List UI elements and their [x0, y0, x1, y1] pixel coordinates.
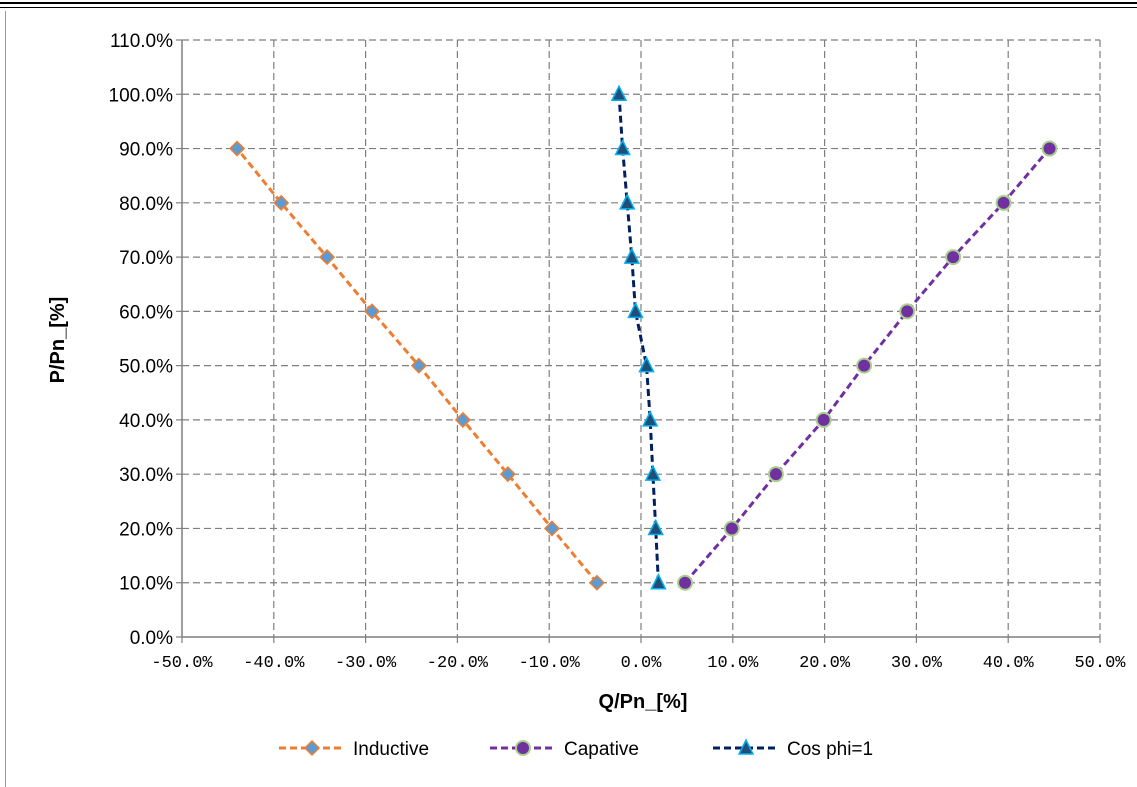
- data-point: [723, 520, 740, 537]
- data-point: [273, 194, 290, 211]
- y-tick-label: 30.0%: [119, 465, 173, 486]
- x-tick-label: -20.0%: [427, 654, 489, 673]
- y-tick-label: 70.0%: [119, 248, 173, 269]
- data-point: [767, 466, 784, 483]
- x-tick-label: -30.0%: [335, 654, 397, 673]
- x-tick-label: -50.0%: [151, 654, 213, 673]
- data-point: [610, 84, 628, 102]
- top-border-line: [0, 2, 1137, 4]
- y-tick-label: 50.0%: [119, 357, 173, 378]
- data-point: [899, 303, 916, 320]
- data-point: [638, 355, 655, 373]
- legend-marker: [515, 740, 531, 756]
- tick-labels: 0.0% 10.0% 20.0% 30.0% 40.0% 50.0% 60.0% 70.0% 8…: [109, 31, 1127, 673]
- data-point: [644, 464, 662, 481]
- data-point: [410, 357, 427, 374]
- y-tick-label: 60.0%: [119, 302, 173, 323]
- y-tick-label: 0.0%: [130, 628, 173, 649]
- legend-marker: [737, 738, 755, 755]
- series-1: [229, 140, 605, 591]
- y-tick-label: 20.0%: [119, 519, 173, 540]
- y-tick-label: 100.0%: [109, 85, 174, 106]
- data-point: [229, 140, 246, 157]
- data-point: [623, 247, 641, 264]
- data-point: [614, 138, 631, 156]
- series-2: [677, 140, 1058, 591]
- legend-item: Capative: [490, 739, 639, 760]
- x-tick-label: 10.0%: [707, 654, 759, 673]
- data-point: [815, 411, 832, 428]
- x-tick-label: -40.0%: [243, 654, 305, 673]
- data-point: [641, 410, 659, 427]
- y-tick-label: 80.0%: [119, 194, 173, 215]
- x-axis-title: Q/Pn_[%]: [599, 691, 688, 713]
- axes: [176, 39, 1101, 643]
- x-tick-label: 50.0%: [1074, 654, 1126, 673]
- y-tick-label: 10.0%: [119, 574, 173, 595]
- data-point: [647, 518, 664, 536]
- grid: [182, 39, 1101, 637]
- legend-marker: [303, 739, 321, 757]
- top-border-line-thin: [0, 7, 1137, 8]
- data-point: [499, 466, 516, 483]
- data-point: [543, 520, 561, 537]
- data-point: [945, 249, 962, 266]
- x-tick-label: 0.0%: [621, 654, 663, 673]
- legend-label: Capative: [564, 739, 639, 760]
- data-point: [856, 357, 873, 374]
- x-tick-label: 30.0%: [891, 654, 943, 673]
- y-tick-label: 40.0%: [119, 411, 173, 432]
- x-tick-label: -10.0%: [519, 654, 581, 673]
- series-3: [610, 84, 667, 590]
- data-point: [1041, 140, 1058, 157]
- legend: Inductive Capative Cos phi=1: [279, 738, 873, 760]
- data-point: [677, 574, 694, 591]
- chart-frame: [5, 11, 1137, 787]
- x-tick-label: 20.0%: [799, 654, 851, 673]
- y-tick-label: 110.0%: [110, 31, 173, 52]
- data-point: [619, 193, 636, 210]
- data-point: [650, 573, 667, 590]
- legend-label: Cos phi=1: [787, 739, 873, 760]
- legend-item: Inductive: [279, 739, 429, 760]
- legend-item: Cos phi=1: [713, 738, 873, 760]
- data-point: [363, 303, 381, 320]
- data-point: [318, 249, 336, 266]
- legend-label: Inductive: [353, 739, 429, 760]
- y-axis-title: P/Pn_[%]: [47, 297, 69, 384]
- series-line: [617, 94, 660, 583]
- data-point: [454, 411, 471, 428]
- data-point: [995, 194, 1012, 211]
- data-point: [588, 574, 605, 591]
- x-tick-label: 40.0%: [983, 654, 1035, 673]
- series: [229, 84, 1058, 591]
- data-point: [627, 301, 644, 319]
- y-tick-label: 90.0%: [119, 140, 173, 161]
